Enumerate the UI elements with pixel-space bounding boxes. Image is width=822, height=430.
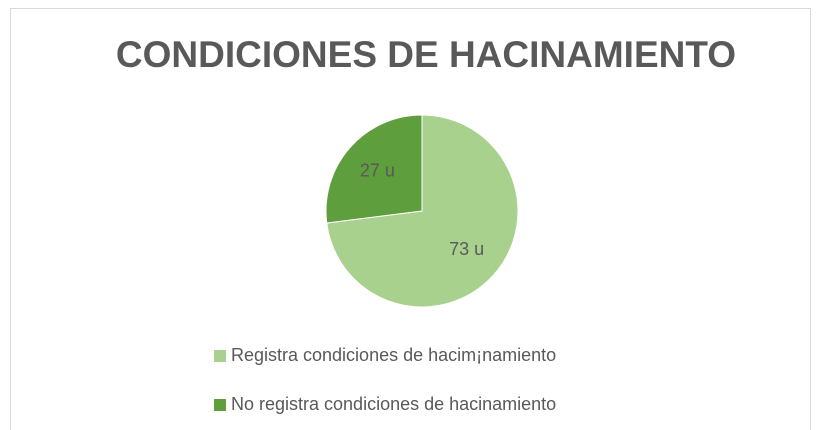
pie-slice <box>325 114 423 224</box>
legend-swatch <box>214 399 226 411</box>
data-label: 73 u <box>449 239 484 259</box>
chart-border <box>10 8 811 430</box>
chart-title: CONDICIONES DE HACINAMIENTO <box>116 34 736 75</box>
legend-label: No registra condiciones de hacinamiento <box>231 394 556 414</box>
legend-label: Registra condiciones de hacim¡namiento <box>231 345 556 365</box>
legend-swatch <box>214 350 226 362</box>
data-label: 27 u <box>360 160 395 180</box>
